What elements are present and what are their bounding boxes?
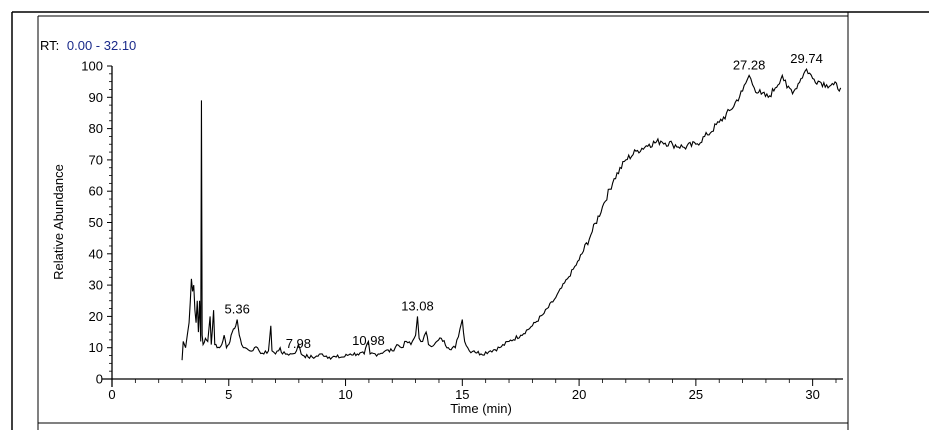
y-tick-label: 100 [81,59,103,74]
y-tick-label: 30 [89,278,103,293]
x-tick-label: 10 [338,387,352,402]
chromatogram-trace [181,67,842,361]
peak-label: 7.98 [286,336,311,351]
y-axis-title: Relative Abundance [51,164,66,280]
y-tick-label: 70 [89,152,103,167]
peak-label: 5.36 [225,302,250,317]
x-tick-label: 15 [455,387,469,402]
x-tick-label: 25 [689,387,703,402]
y-tick-label: 10 [89,340,103,355]
y-tick-label: 90 [89,90,103,105]
peak-label: 29.74 [790,51,823,66]
x-tick-label: 0 [108,387,115,402]
x-tick-label: 30 [805,387,819,402]
axis-tick-labels: 0 10 20 30 40 50 60 70 80 90 100 0 5 10 15 20 25 30 [81,59,820,403]
y-tick-label: 0 [96,372,103,387]
x-axis-title: Time (min) [450,401,512,416]
y-tick-label: 60 [89,184,103,199]
y-tick-label: 80 [89,121,103,136]
axis-ticks [107,65,837,386]
chart-axes [102,66,843,387]
peak-labels: 5.36 7.98 10.98 13.08 27.28 29.74 [225,51,823,351]
x-tick-label: 20 [572,387,586,402]
rt-range-header: RT: 0.00 - 32.10 [40,38,136,53]
peak-label: 27.28 [733,57,766,72]
y-tick-label: 40 [89,246,103,261]
y-tick-label: 20 [89,309,103,324]
x-tick-label: 5 [225,387,232,402]
peak-label: 13.08 [401,298,434,313]
rt-range-value: 0.00 - 32.10 [67,38,136,53]
y-tick-label: 50 [89,215,103,230]
rt-prefix: RT: [40,38,59,53]
peak-label: 10.98 [352,333,385,348]
